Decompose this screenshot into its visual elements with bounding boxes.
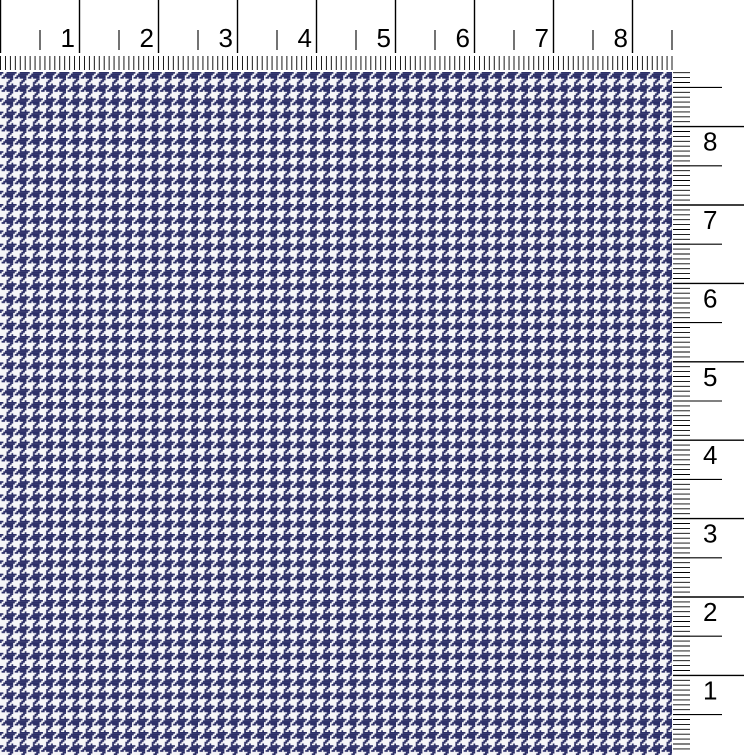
right-ruler-label-1: 1 [703,675,717,705]
houndstooth-pattern [0,72,672,755]
top-ruler-label-5: 5 [377,23,391,53]
right-ruler-label-4: 4 [703,440,717,470]
right-ruler-half-inch-ticks [673,86,722,716]
top-ruler-label-3: 3 [219,23,233,53]
right-ruler-label-6: 6 [703,283,717,313]
right-ruler-label-2: 2 [703,597,717,627]
top-ruler-label-7: 7 [535,23,549,53]
top-ruler-sixteenth-ticks [0,56,673,70]
top-ruler-half-inch-ticks [39,30,673,50]
right-ruler-sixteenth-ticks [673,72,690,750]
top-ruler: 1 2 3 4 5 6 7 8 [0,0,673,70]
right-ruler-inch-lines [673,125,744,677]
top-ruler-label-6: 6 [456,23,470,53]
top-ruler-label-2: 2 [140,23,154,53]
top-ruler-label-4: 4 [298,23,312,53]
fabric-swatch-image [0,72,672,755]
right-ruler-label-5: 5 [703,362,717,392]
right-ruler: 8 7 6 5 4 3 2 1 [673,72,744,750]
right-ruler-label-8: 8 [703,127,717,157]
right-ruler-label-3: 3 [703,519,717,549]
right-ruler-label-7: 7 [703,205,717,235]
top-ruler-label-8: 8 [614,23,628,53]
top-ruler-inch-lines [0,0,634,53]
top-ruler-label-1: 1 [61,23,75,53]
